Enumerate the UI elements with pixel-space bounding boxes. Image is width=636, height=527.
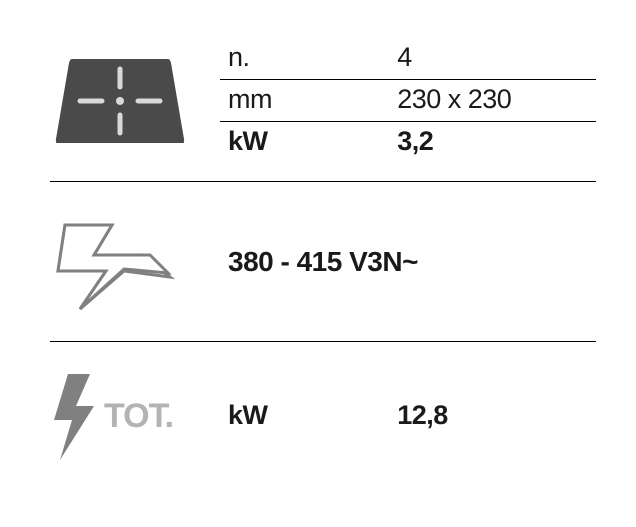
total-table: kW 12,8 [220,396,596,437]
spec-row-count: n. 4 [220,38,596,80]
spec-value: 4 [389,38,596,80]
total-value: 12,8 [389,396,596,437]
voltage-content: 380 - 415 V3N~ [220,246,596,278]
spec-label: n. [220,38,389,80]
spec-label: kW [220,122,389,164]
spec-row-size: mm 230 x 230 [220,80,596,122]
total-unit: kW [220,396,389,437]
burner-spec-section: n. 4 mm 230 x 230 kW 3,2 [50,20,596,181]
total-row: kW 12,8 [220,396,596,437]
total-icon-group: TOT. [50,372,220,462]
total-content: kW 12,8 [220,396,596,437]
spec-value: 230 x 230 [389,80,596,122]
voltage-section: 380 - 415 V3N~ [50,181,596,341]
burner-spec-content: n. 4 mm 230 x 230 kW 3,2 [220,38,596,163]
voltage-text: 380 - 415 V3N~ [220,246,596,278]
hotplate-icon [50,53,220,149]
spec-value: 3,2 [389,122,596,164]
total-section: TOT. kW 12,8 [50,341,596,491]
burner-spec-table: n. 4 mm 230 x 230 kW 3,2 [220,38,596,163]
bolt-solid-icon [50,372,98,462]
bolt-outline-icon [50,207,220,317]
spec-label: mm [220,80,389,122]
spec-row-power: kW 3,2 [220,122,596,164]
total-label: TOT. [104,397,173,436]
